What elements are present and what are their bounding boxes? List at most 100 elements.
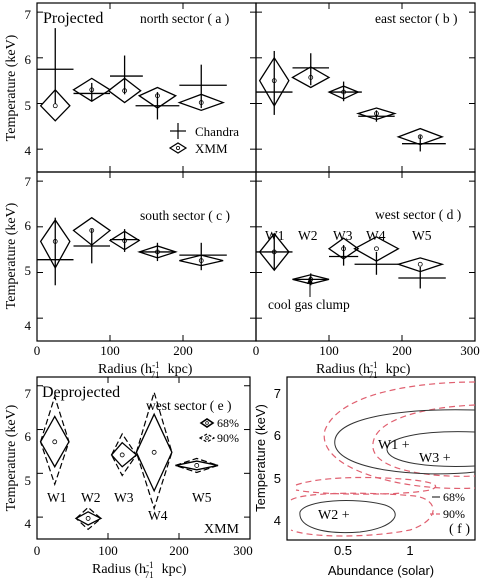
panel-f-contour-90-upper-outer bbox=[323, 381, 476, 490]
panel-c-ytick-4: 4 bbox=[25, 318, 32, 333]
panel-d-xtick-0: 0 bbox=[253, 343, 260, 358]
panel-e-series bbox=[36, 377, 251, 539]
panel-e-legend-90-label: 90% bbox=[217, 431, 239, 445]
panel-e-ytick-5: 5 bbox=[25, 473, 32, 488]
panel-b: east sector ( b ) bbox=[255, 2, 476, 173]
panel-b-xmm-diamond-3 bbox=[356, 107, 397, 121]
panel-c-xtick-0: 0 bbox=[34, 343, 41, 358]
panel-e-xmm-dot-2 bbox=[119, 452, 125, 458]
panel-a-ytick-7: 7 bbox=[25, 7, 32, 22]
panel-c: south sector ( c ) 4 5 6 7 Temperature (… bbox=[4, 171, 257, 380]
panel-e-xmm-dot-1 bbox=[85, 516, 91, 521]
panel-c-xtick-200: 200 bbox=[173, 343, 193, 358]
panel-b-label: east sector ( b ) bbox=[375, 11, 457, 26]
panel-e-ytick-7: 7 bbox=[25, 386, 32, 401]
panel-a-xmm-diamond-4 bbox=[177, 93, 226, 112]
panel-f-frame bbox=[286, 376, 476, 541]
panel-f-ytick-7: 7 bbox=[274, 386, 281, 401]
panel-e-legend-dot-90 bbox=[205, 436, 209, 440]
panel-e-label: west sector ( e ) bbox=[146, 398, 231, 413]
panel-d-arrow-head bbox=[307, 276, 313, 284]
legend-xmm-label: XMM bbox=[195, 141, 228, 156]
panel-c-xlabel: Radius (h-1 71 kpc) bbox=[98, 360, 193, 380]
legend-diamond bbox=[168, 142, 188, 154]
panel-e-xmm90-diamond-4 bbox=[173, 457, 220, 474]
panel-f-legend-68-label: 68% bbox=[443, 490, 465, 504]
panel-e-ytick-6: 6 bbox=[25, 429, 32, 444]
panel-f-contour-90-lower-top bbox=[295, 476, 437, 495]
panel-a-xmm-dot-0 bbox=[52, 103, 58, 109]
panel-d-point-label-w2: W2 bbox=[298, 228, 318, 243]
panel-e-point-label-w5: W5 bbox=[192, 490, 212, 505]
panel-e-xmm68-diamond-3 bbox=[135, 412, 173, 493]
panel-e-xmm68-diamond-4 bbox=[175, 460, 219, 471]
panel-a-xmm-diamond-0 bbox=[39, 88, 71, 122]
panel-e-instrument: XMM bbox=[204, 522, 240, 537]
panel-d-xtick-300: 300 bbox=[460, 343, 480, 358]
panel-e-xmm68-diamond-2 bbox=[110, 441, 138, 468]
panel-e-legend-diamond-68 bbox=[199, 418, 215, 428]
panel-e-xtick-200: 200 bbox=[169, 543, 189, 558]
panel-b-xmm-diamond-4 bbox=[396, 127, 445, 146]
panel-e-xtick-100: 100 bbox=[98, 543, 118, 558]
panel-e-point-label-w4: W4 bbox=[148, 508, 168, 523]
panel-f-contours bbox=[290, 381, 476, 537]
panel-f-contour-90-upper-inner bbox=[372, 404, 476, 477]
panel-a-xmm-diamond-3 bbox=[137, 86, 178, 109]
panel-a-ytick-6: 6 bbox=[25, 52, 32, 67]
panel-d-frame bbox=[255, 171, 476, 342]
panel-e: Deprojected west sector ( e ) 68% 90% W1… bbox=[4, 376, 253, 580]
panel-a-ytick-5: 5 bbox=[25, 98, 32, 113]
panel-f-xlabel: Abundance (solar) bbox=[328, 563, 434, 578]
panel-f-legend-90-label: 90% bbox=[443, 507, 465, 521]
panel-c-ylabel: Temperature (keV) bbox=[4, 202, 19, 309]
panel-d: west sector ( d ) W1 W2 W3 W4 W5 cool ga… bbox=[253, 171, 480, 380]
panel-d-point-label-w5: W5 bbox=[412, 228, 432, 243]
panel-c-xmm-diamond-2 bbox=[108, 230, 141, 251]
panel-a-xmm-diamond-2 bbox=[107, 77, 142, 104]
panel-e-point-label-w2: W2 bbox=[81, 490, 101, 505]
panel-d-xmm-dot-3 bbox=[374, 246, 379, 252]
panel-f-xtick-0-5: 0.5 bbox=[334, 543, 352, 558]
panel-e-point-label-w3: W3 bbox=[114, 490, 134, 505]
panel-d-xmm-dot-4 bbox=[417, 261, 423, 267]
panel-e-point-label-w1: W1 bbox=[47, 490, 67, 505]
panel-e-frame bbox=[36, 376, 251, 540]
panel-d-xtick-100: 100 bbox=[319, 343, 339, 358]
panel-e-legend: 68% 90% bbox=[198, 416, 239, 445]
panel-c-ytick-7: 7 bbox=[25, 174, 32, 189]
panel-e-xmm68-diamond-1 bbox=[74, 511, 103, 526]
panel-d-xmm-diamond-3 bbox=[353, 236, 400, 262]
panel-d-xtick-200: 200 bbox=[392, 343, 412, 358]
panel-a-corner-text: Projected bbox=[43, 10, 103, 27]
panel-d-point-label-w3: W3 bbox=[333, 228, 353, 243]
panel-c-label: south sector ( c ) bbox=[140, 208, 230, 223]
panel-e-xtick-0: 0 bbox=[34, 543, 41, 558]
panel-f-ytick-5: 5 bbox=[274, 471, 281, 486]
panel-e-legend-diamond-90 bbox=[198, 433, 216, 443]
panel-c-xmm-diamond-4 bbox=[179, 254, 224, 267]
panel-e-ytick-4: 4 bbox=[25, 516, 32, 531]
panel-d-xmm-diamond-2 bbox=[327, 237, 360, 260]
panel-e-xmm-dot-4 bbox=[194, 463, 200, 468]
panel-e-xtick-300: 300 bbox=[233, 543, 253, 558]
panel-f-contour-68-lower bbox=[299, 500, 396, 534]
legend-diamond-dot bbox=[175, 145, 180, 150]
panel-e-xmm-dot-0 bbox=[52, 439, 58, 445]
panel-b-series bbox=[255, 3, 476, 172]
panel-e-xmm-dot-3 bbox=[151, 449, 157, 455]
panel-c-ytick-5: 5 bbox=[25, 263, 32, 278]
panel-b-xmm-diamond-0 bbox=[258, 56, 290, 108]
panel-f-contour-68-upper-outer bbox=[334, 409, 476, 475]
panel-f-xtick-1: 1 bbox=[406, 543, 413, 558]
panel-e-xlabel: Radius (h-1 71 kpc) bbox=[92, 560, 187, 580]
panel-f: W1 + W3 + W2 + 68% 90% ( f ) 0.5 1 Abund… bbox=[253, 376, 476, 578]
legend: Chandra XMM bbox=[168, 123, 239, 156]
panel-a-ytick-4: 4 bbox=[25, 143, 32, 158]
panel-f-contour-90-lower-outer bbox=[290, 492, 434, 537]
panel-e-corner-text: Deprojected bbox=[42, 384, 120, 401]
panel-e-ylabel: Temperature (keV) bbox=[4, 404, 19, 511]
panel-e-xmm90-diamond-1 bbox=[75, 506, 102, 531]
panel-d-xmm-diamond-4 bbox=[396, 257, 445, 273]
panel-f-point-w2: W2 + bbox=[318, 508, 350, 523]
